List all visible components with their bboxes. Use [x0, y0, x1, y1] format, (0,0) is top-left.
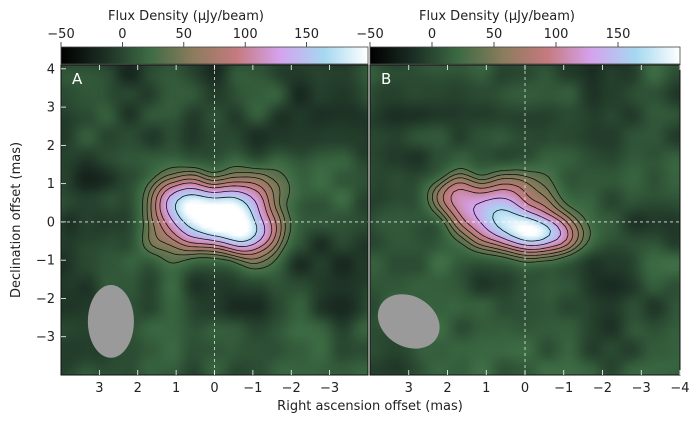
x-tick-label: 1 [482, 381, 490, 396]
panel-a: Flux Density (μJy/beam) −50 0 50 100 150 A 3… [9, 9, 369, 396]
x-tick-label: 0 [521, 381, 529, 396]
contour-line [431, 173, 584, 259]
x-tick-label: 2 [443, 381, 451, 396]
contour-line [427, 168, 591, 263]
x-ticks-b: 3 2 1 0 −1 −2 −3 −4 [405, 65, 690, 396]
flux-map-b [370, 65, 680, 375]
colorbar-b [369, 46, 681, 65]
y-axis-label: Declination offset (mas) [9, 142, 24, 298]
x-tick-label: −2 [282, 381, 301, 396]
x-tick-label: 3 [95, 381, 103, 396]
contour-line [155, 178, 277, 255]
colorbar-tick-label: 50 [176, 27, 193, 42]
y-tick-label: 0 [47, 215, 55, 230]
panel-label-a: A [72, 70, 83, 88]
colorbar-ticks-b: −50 0 50 100 150 [356, 27, 630, 47]
y-tick-label: 1 [47, 177, 55, 192]
contour-line [159, 182, 273, 252]
colorbar-tick-label: 150 [294, 27, 319, 42]
x-tick-label: −1 [554, 381, 573, 396]
x-tick-label: 1 [172, 381, 180, 396]
y-tick-label: 4 [47, 62, 55, 77]
colorbar-tick-label: 100 [544, 27, 569, 42]
contour-line [146, 170, 286, 264]
x-tick-label: −3 [320, 381, 339, 396]
colorbar-label-b: Flux Density (μJy/beam) [419, 9, 575, 24]
y-ticks-a: 4 3 2 1 0 −1 −2 −3 [36, 62, 66, 345]
x-tick-label: −3 [632, 381, 651, 396]
contour-line [450, 189, 569, 250]
panel-b: Flux Density (μJy/beam) −50 0 50 100 150 B 3… [356, 9, 689, 396]
panel-label-b: B [381, 70, 391, 88]
colorbar-a [60, 46, 369, 65]
y-tick-label: −2 [36, 292, 55, 307]
beam-ellipse [87, 285, 134, 358]
y-tick-label: 2 [47, 139, 55, 154]
colorbar-tick-label: 0 [118, 27, 126, 42]
colorbar-tick-label: 100 [233, 27, 258, 42]
y-tick-label: −1 [36, 254, 55, 269]
contour-line [165, 188, 266, 248]
x-tick-label: −1 [243, 381, 262, 396]
x-axis-label: Right ascension offset (mas) [277, 399, 463, 414]
colorbar-ticks-a: −50 0 50 100 150 [47, 27, 319, 47]
contour-line [442, 182, 574, 253]
colorbar-tick-label: 150 [606, 27, 631, 42]
flux-map-a [61, 65, 368, 375]
contour-line [142, 166, 292, 270]
colorbar-tick-label: 0 [428, 27, 436, 42]
y-tick-label: 3 [47, 101, 55, 116]
x-tick-label: −4 [670, 381, 689, 396]
colorbar-label-a: Flux Density (μJy/beam) [108, 9, 264, 24]
x-tick-label: −2 [593, 381, 612, 396]
contour-line [436, 177, 579, 256]
colorbar-tick-label: −50 [356, 27, 383, 42]
colorbar-tick-label: −50 [47, 27, 74, 42]
x-tick-label: 0 [210, 381, 218, 396]
x-tick-label: 3 [405, 381, 413, 396]
colorbar-tick-label: 50 [486, 27, 503, 42]
x-tick-label: 2 [134, 381, 142, 396]
y-tick-label: −3 [36, 330, 55, 345]
x-ticks-a: 3 2 1 0 −1 −2 −3 [95, 65, 339, 396]
contour-line [150, 174, 282, 260]
beam-ellipse [377, 294, 440, 349]
